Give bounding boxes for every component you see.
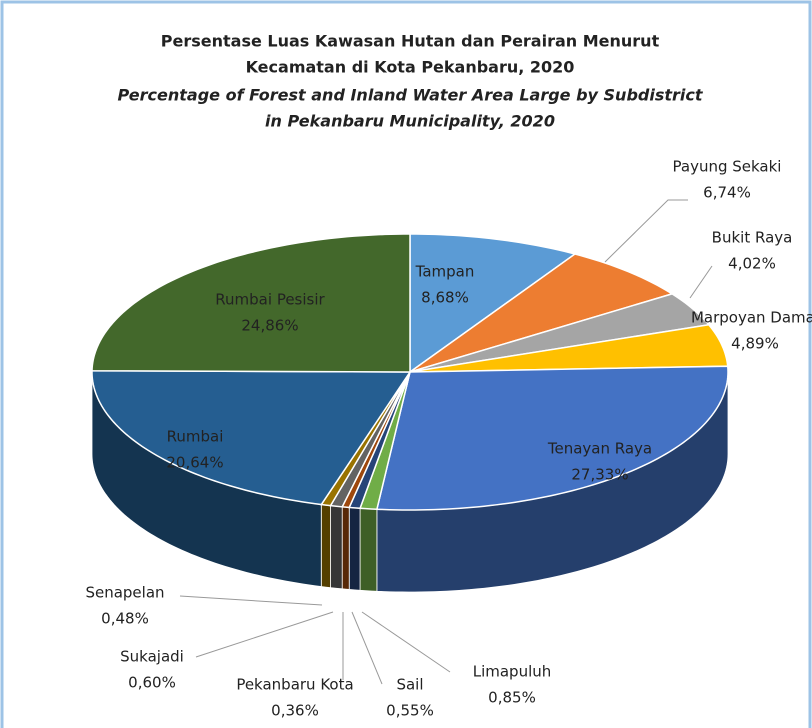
slice-label: Sukajadi [120, 648, 184, 666]
value-label: 6,74% [703, 184, 751, 202]
leader-line [361, 611, 451, 673]
value-label: 8,68% [421, 289, 469, 307]
value-label: 24,86% [241, 317, 298, 335]
value-label: 0,55% [386, 702, 434, 720]
leader-line [195, 611, 334, 658]
value-label: 4,02% [728, 255, 776, 273]
chart-subtitle: Percentage of Forest and Inland Water Ar… [117, 86, 703, 105]
slice-side [320, 504, 331, 589]
slice-label: Sail [396, 676, 423, 694]
slice [91, 370, 412, 506]
slice-label: Tenayan Raya [547, 440, 652, 458]
slice [409, 233, 577, 374]
chart-title: Persentase Luas Kawasan Hutan dan Perair… [161, 32, 660, 51]
slice-label: Limapuluh [473, 663, 552, 681]
slice-label: Senapelan [85, 584, 164, 602]
slice-label: Pekanbaru Kota [236, 676, 353, 694]
slice-label: Bukit Raya [712, 229, 793, 247]
chart-title: Kecamatan di Kota Pekanbaru, 2020 [246, 58, 575, 77]
slice-side [330, 505, 343, 590]
slice [409, 253, 674, 373]
slice [409, 323, 729, 373]
leader-line [689, 265, 713, 299]
slice-side [348, 507, 361, 591]
leader-line [179, 595, 323, 606]
chart-subtitle: in Pekanbaru Municipality, 2020 [265, 112, 555, 131]
slice-side [359, 507, 378, 592]
value-label: 0,85% [488, 689, 536, 707]
slice [91, 233, 411, 373]
slice-label: Rumbai Pesisir [215, 291, 325, 309]
slice-label: Payung Sekaki [673, 158, 782, 176]
leader-line [351, 611, 383, 685]
value-label: 20,64% [166, 454, 223, 472]
value-label: 27,33% [571, 466, 628, 484]
value-label: 4,89% [731, 335, 779, 353]
value-label: 0,36% [271, 702, 319, 720]
slice-side [341, 506, 350, 590]
slice-label: Tampan [415, 263, 475, 281]
value-label: 0,48% [101, 610, 149, 628]
slice-label: Marpoyan Damai [691, 309, 812, 327]
slice [375, 365, 729, 511]
leader-line [604, 199, 688, 263]
slice [409, 293, 711, 373]
slice-label: Rumbai [167, 428, 224, 446]
value-label: 0,60% [128, 674, 176, 692]
